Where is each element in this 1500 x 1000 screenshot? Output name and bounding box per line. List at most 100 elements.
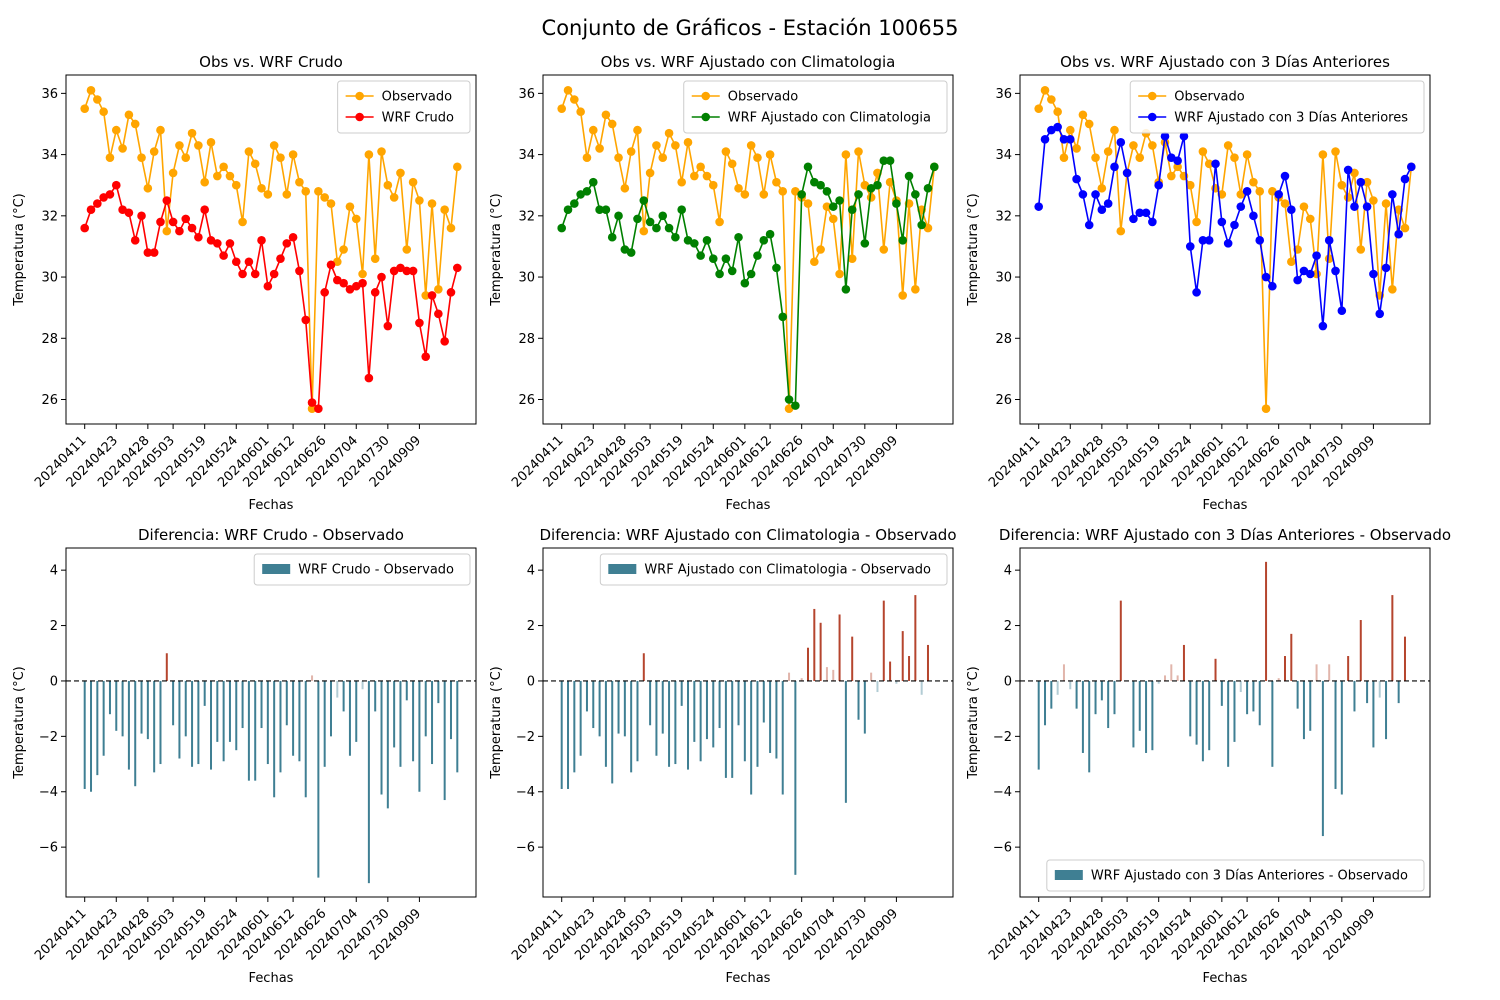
data-bar [712,680,715,748]
data-point [1129,141,1138,150]
data-point [898,291,908,300]
legend-swatch [1054,870,1083,880]
data-point [446,288,456,297]
data-point [582,187,592,196]
data-point [601,110,611,120]
data-point [257,183,266,193]
data-bar [1334,680,1337,789]
data-point [1305,214,1315,224]
data-point [1135,208,1145,218]
data-bar [431,680,434,765]
data-point [797,190,806,199]
data-point [307,398,317,407]
data-bar [1145,680,1148,753]
data-bar [1138,680,1141,731]
data-point [377,272,386,282]
data-bar [1378,680,1381,698]
data-point [1331,266,1340,276]
data-point [765,150,775,159]
data-point [175,141,184,150]
data-bar [1302,680,1305,740]
data-point [1299,202,1309,211]
legend-marker [355,91,364,101]
legend-swatch [262,564,291,574]
data-point [1034,104,1043,113]
data-point [816,180,825,190]
data-point [702,171,712,181]
data-point [614,153,623,162]
data-bar [901,631,904,681]
data-point [601,205,611,215]
axes-frame [542,74,954,425]
x-axis-label: Fechas [726,971,771,986]
y-tick-label: −6 [516,841,535,856]
data-bar [399,680,402,767]
data-bar [870,672,873,681]
data-point [1198,236,1208,245]
data-point [238,217,247,227]
data-bar [788,672,791,681]
data-bar [1062,664,1065,681]
data-point [1211,159,1220,169]
data-point [708,180,718,190]
data-point [1318,150,1328,159]
data-point [1324,236,1334,245]
data-point [1337,180,1347,190]
plot-area [1020,561,1430,837]
data-bar [254,680,257,781]
data-point [1287,205,1296,215]
data-point [1078,110,1088,120]
y-tick-label: 0 [527,674,535,689]
data-point [137,211,146,221]
legend: Observado WRF Crudo [337,80,471,134]
data-point [1369,196,1378,205]
data-bar [794,680,797,875]
y-tick-label: 4 [1004,564,1012,579]
data-point [1097,205,1107,215]
data-point [1053,122,1062,132]
legend: Observado WRF Ajustado con 3 Días Anterio… [1129,80,1425,134]
data-bar [1397,680,1400,704]
data-point [440,205,449,215]
data-bar [115,680,118,731]
data-point [396,168,405,178]
data-point [1400,174,1410,184]
data-bar [165,653,168,681]
data-bar [96,680,99,776]
data-point [301,315,311,325]
data-bar [1271,680,1274,767]
legend-marker [1147,91,1157,101]
data-point [1261,404,1271,413]
legend-box [253,553,471,586]
data-point [633,214,642,224]
y-tick-label: 4 [50,564,58,579]
y-tick-label: 34 [41,148,58,163]
data-point [582,153,592,162]
data-point [440,337,449,346]
data-bar [1189,680,1192,737]
data-point [658,153,668,162]
data-point [664,128,674,138]
data-bar [1391,595,1394,681]
data-bar [617,680,620,734]
data-bar [882,600,885,681]
data-point [557,104,566,113]
data-bar [838,614,841,681]
y-axis-label: Temperatura (°C) [489,193,504,306]
data-point [181,214,191,224]
data-point [1059,153,1069,162]
data-point [105,153,115,162]
data-point [923,183,933,193]
series-line [83,88,459,409]
data-point [765,229,775,239]
data-point [746,141,756,150]
data-point [1255,187,1265,196]
data-point [124,208,134,218]
data-bar [1094,680,1097,715]
legend-box [337,80,471,134]
plot-area [80,86,462,413]
chart-panel-6: Diferencia: WRF Ajustado con 3 Días Ante… [966,526,1451,986]
data-point [626,147,636,156]
data-point [1034,202,1043,211]
